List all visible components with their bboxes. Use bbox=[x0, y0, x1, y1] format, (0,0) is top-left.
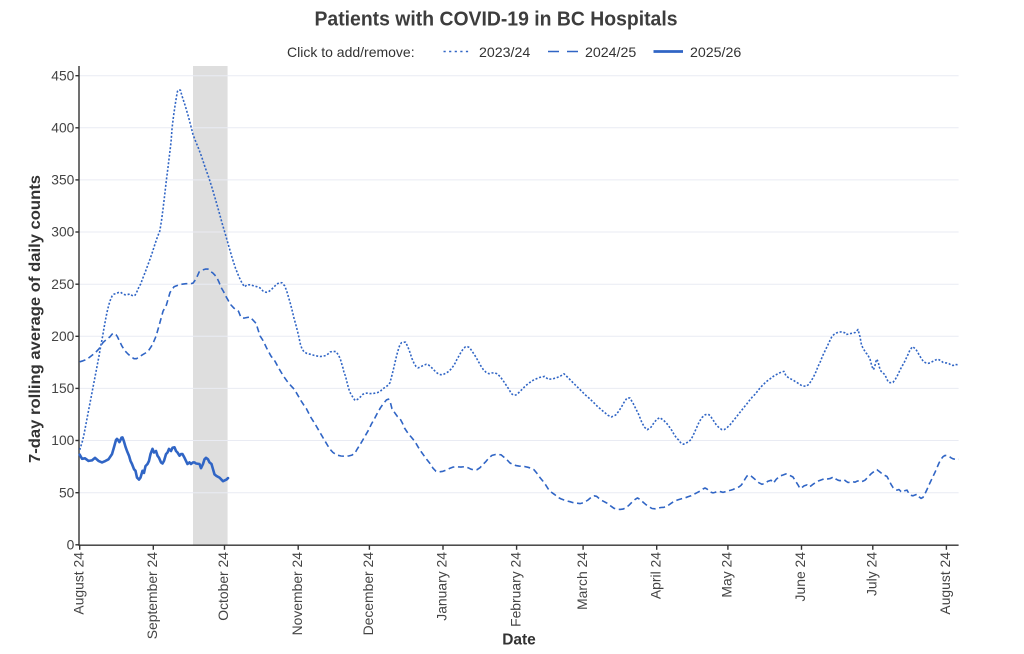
svg-text:September 24: September 24 bbox=[144, 552, 160, 640]
svg-text:Click to add/remove:: Click to add/remove: bbox=[287, 44, 415, 60]
svg-text:April 24: April 24 bbox=[647, 552, 663, 599]
svg-text:August 24: August 24 bbox=[937, 552, 953, 615]
svg-text:350: 350 bbox=[51, 173, 74, 188]
svg-text:50: 50 bbox=[59, 485, 75, 500]
svg-text:450: 450 bbox=[51, 68, 74, 83]
svg-text:January 24: January 24 bbox=[434, 552, 450, 621]
svg-text:October 24: October 24 bbox=[215, 552, 231, 621]
svg-text:May 24: May 24 bbox=[719, 552, 735, 598]
svg-text:Patients with COVID-19 in BC H: Patients with COVID-19 in BC Hospitals bbox=[315, 9, 678, 31]
svg-text:March 24: March 24 bbox=[574, 552, 590, 610]
svg-text:250: 250 bbox=[51, 277, 74, 292]
svg-text:100: 100 bbox=[51, 433, 74, 448]
svg-text:2024/25: 2024/25 bbox=[585, 45, 636, 61]
svg-text:August 24: August 24 bbox=[70, 552, 86, 615]
svg-text:February 24: February 24 bbox=[507, 552, 523, 627]
svg-text:2023/24: 2023/24 bbox=[479, 45, 530, 61]
svg-text:Date: Date bbox=[502, 632, 536, 649]
svg-text:0: 0 bbox=[67, 538, 75, 553]
svg-text:150: 150 bbox=[51, 381, 74, 396]
svg-text:400: 400 bbox=[51, 121, 74, 136]
svg-text:December 24: December 24 bbox=[360, 552, 376, 636]
svg-text:November 24: November 24 bbox=[289, 552, 305, 636]
svg-text:July 24: July 24 bbox=[863, 552, 879, 596]
svg-text:2025/26: 2025/26 bbox=[690, 45, 741, 61]
svg-text:7-day rolling average of daily: 7-day rolling average of daily counts bbox=[27, 175, 44, 463]
svg-text:300: 300 bbox=[51, 225, 74, 240]
svg-text:June 24: June 24 bbox=[792, 552, 808, 602]
svg-text:200: 200 bbox=[51, 329, 74, 344]
